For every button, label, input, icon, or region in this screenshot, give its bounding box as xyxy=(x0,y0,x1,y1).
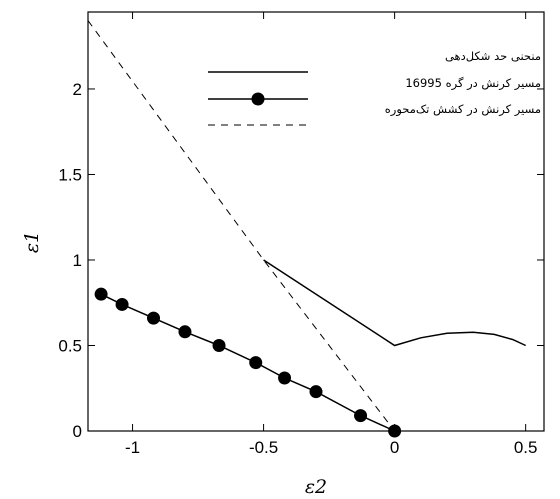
plot-area xyxy=(87,20,527,438)
data-point xyxy=(94,287,108,301)
data-point xyxy=(309,385,323,399)
axis-ticks: -1 -0.5 0 0.5 0 0.5 1 1.5 2 xyxy=(58,12,544,457)
series-line-3 xyxy=(87,20,395,432)
legend: منحنی حد شکل‌دهی مسیر کرنش در گره 16995 مس… xyxy=(208,49,541,126)
y-tick-label: 1.5 xyxy=(58,165,82,184)
data-point xyxy=(147,311,161,325)
data-point xyxy=(354,409,368,423)
plot-frame xyxy=(87,11,545,432)
y-tick-label: 1 xyxy=(73,251,82,270)
x-tick-label: -0.5 xyxy=(249,438,278,457)
legend-label-2: مسیر کرنش در گره 16995 xyxy=(405,76,541,91)
x-tick-label: 0 xyxy=(390,438,399,457)
series-line-2 xyxy=(100,293,395,432)
legend-label-1: منحنی حد شکل‌دهی xyxy=(445,49,541,63)
data-point xyxy=(212,338,226,352)
data-point xyxy=(278,371,292,385)
data-point xyxy=(249,356,263,370)
data-point xyxy=(115,297,129,311)
y-tick-label: 0.5 xyxy=(58,336,82,355)
series-line-1 xyxy=(263,259,527,347)
x-tick-label: -1 xyxy=(125,438,140,457)
x-axis-label: ε2 xyxy=(305,476,327,498)
y-axis-label: ε1 xyxy=(21,231,43,253)
y-tick-label: 2 xyxy=(73,80,82,99)
legend-marker xyxy=(251,92,265,106)
x-tick-label: 0.5 xyxy=(514,438,538,457)
legend-label-3: مسیر کرنش در کشش تک‌محوره xyxy=(385,102,541,117)
data-point xyxy=(178,325,192,339)
y-tick-label: 0 xyxy=(73,422,82,441)
